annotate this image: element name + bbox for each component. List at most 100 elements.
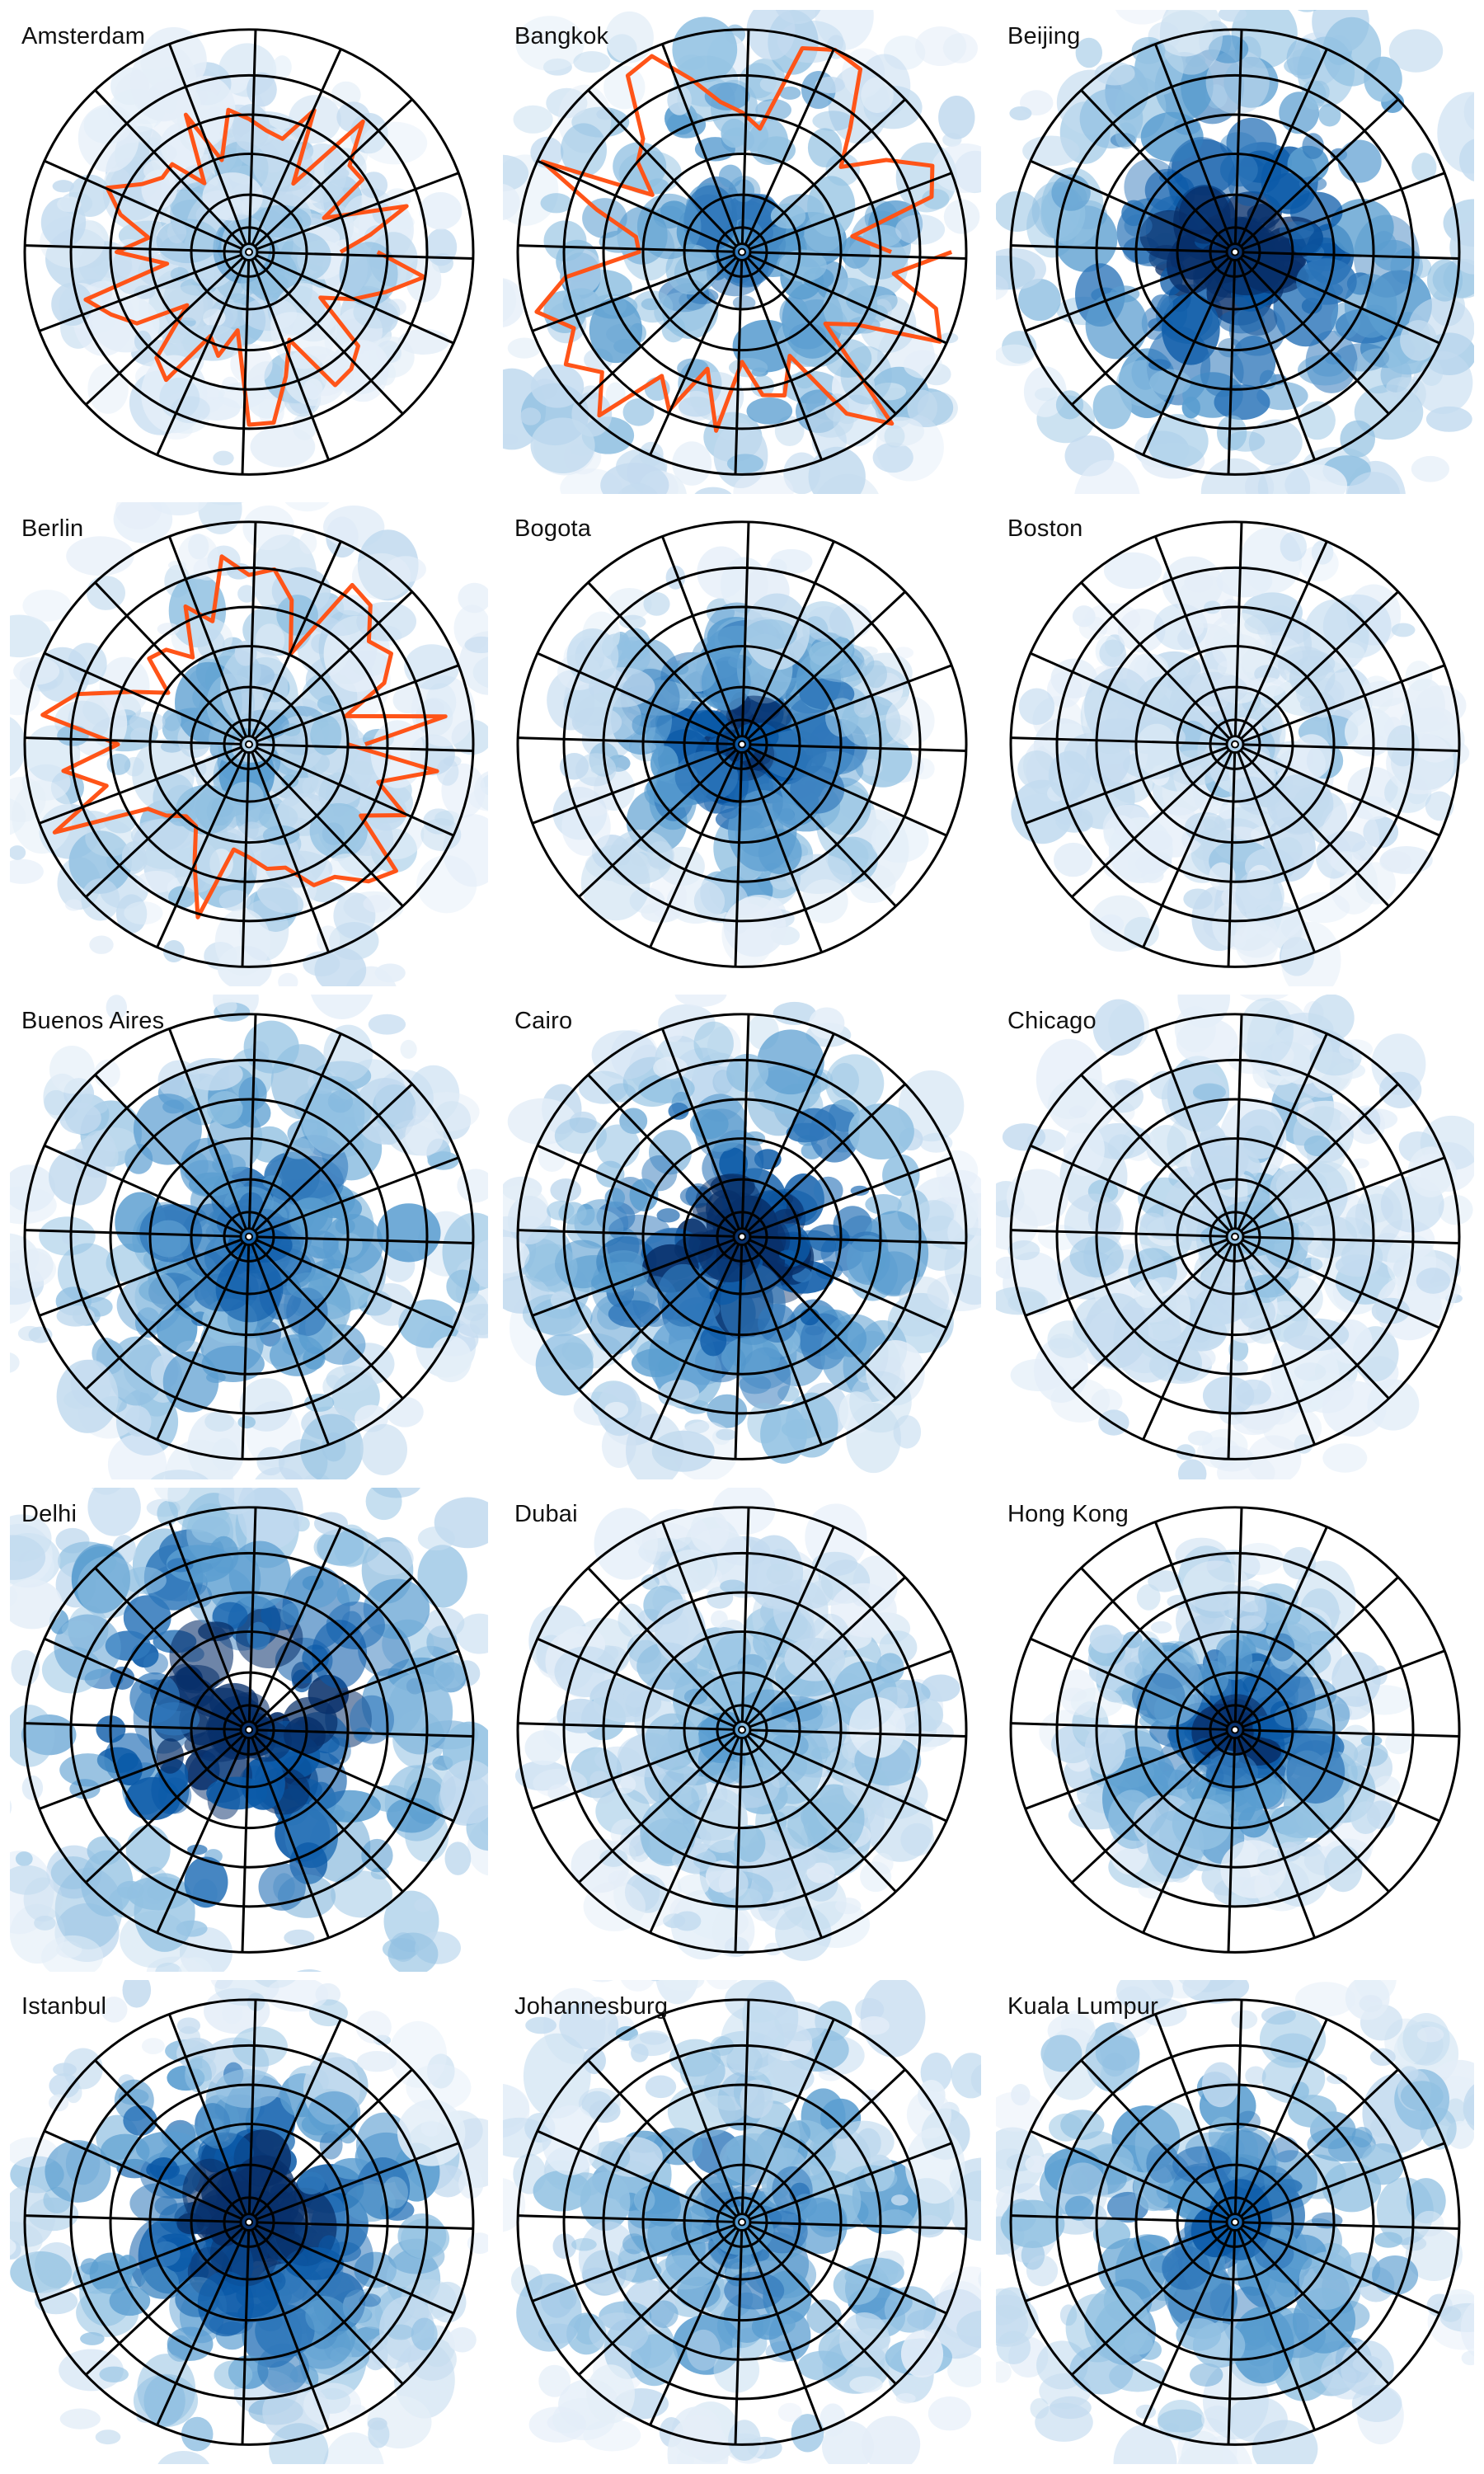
density-patch: [87, 363, 129, 414]
density-patch: [1023, 366, 1067, 417]
density-patch: [213, 450, 234, 466]
density-patch: [530, 417, 595, 473]
density-patch: [721, 1337, 781, 1379]
density-patch: [779, 86, 801, 100]
sector-line: [578, 1241, 737, 1391]
density-patch: [797, 2350, 849, 2381]
density-patch: [695, 710, 729, 737]
density-patch: [776, 1848, 817, 1871]
density-patch: [242, 506, 295, 551]
density-patch: [1283, 1318, 1350, 1352]
sector-line: [532, 1731, 735, 1810]
density-patch: [149, 502, 208, 516]
density-patch: [122, 1979, 152, 2008]
density-patch: [876, 2208, 913, 2232]
density-patch: [1426, 259, 1463, 302]
density-patch: [1074, 459, 1140, 495]
density-patch: [1388, 29, 1444, 73]
ring-line: [69, 2044, 429, 2401]
density-patch: [809, 640, 844, 667]
sector-line: [1011, 1721, 1228, 1731]
density-patch: [270, 1334, 325, 1377]
density-patch: [841, 234, 871, 269]
density-patch: [862, 2089, 881, 2105]
density-patch: [65, 899, 82, 911]
density-patch: [189, 1172, 237, 1197]
sector-line: [251, 1526, 342, 1723]
sector-line: [251, 2229, 331, 2431]
density-patch: [49, 2072, 80, 2099]
density-patch: [406, 2063, 472, 2111]
sector-line: [39, 1239, 242, 1318]
sector-line: [1071, 1241, 1230, 1391]
sector-line: [1242, 1156, 1445, 1235]
density-patch: [303, 379, 323, 400]
sector-line: [1071, 1733, 1230, 1884]
sector-line: [537, 1145, 735, 1235]
density-patch: [360, 1424, 407, 1476]
density-patch: [469, 1239, 488, 1289]
density-patch: [679, 2050, 726, 2091]
density-patch: [1391, 623, 1416, 637]
density-layer: [1039, 1537, 1413, 1912]
density-patch: [1177, 2442, 1239, 2464]
sector-line: [156, 751, 247, 948]
sector-line: [94, 89, 245, 247]
density-patch: [430, 1336, 472, 1383]
density-patch: [1234, 1542, 1284, 1575]
sector-line: [740, 1014, 750, 1230]
density-patch: [620, 1979, 655, 1992]
density-patch: [726, 454, 764, 473]
density-patch: [59, 1103, 101, 1135]
density-patch: [732, 295, 756, 311]
density-patch: [1047, 1320, 1090, 1359]
sector-line: [749, 1156, 952, 1235]
density-patch: [10, 2237, 16, 2256]
sector-line: [1153, 536, 1233, 738]
density-patch: [530, 1298, 593, 1337]
density-patch: [718, 164, 743, 188]
density-patch: [1352, 2355, 1383, 2373]
sector-line: [744, 541, 835, 738]
density-patch: [1247, 677, 1286, 698]
density-patch: [1124, 916, 1159, 949]
sector-line: [749, 664, 952, 743]
sector-line: [587, 1566, 738, 1724]
sector-line: [1237, 2229, 1317, 2431]
sector-line: [518, 1721, 735, 1731]
density-patch: [906, 2090, 952, 2139]
sector-line: [253, 2227, 404, 2385]
density-patch: [250, 426, 316, 468]
density-patch: [1318, 103, 1341, 127]
density-patch: [848, 1103, 914, 1160]
ring-line: [602, 113, 882, 391]
sector-line: [747, 1083, 906, 1233]
sector-line: [251, 2018, 342, 2215]
density-patch: [1006, 1169, 1068, 1227]
density-patch: [1239, 995, 1289, 1002]
density-patch: [1257, 462, 1311, 495]
ring-line: [641, 153, 843, 352]
sector-line: [167, 2013, 247, 2215]
sector-line: [1242, 172, 1445, 251]
density-patch: [10, 2137, 59, 2168]
density-patch: [1226, 935, 1247, 950]
density-patch: [849, 2257, 904, 2288]
density-patch: [711, 1610, 728, 1628]
sector-line: [1237, 541, 1328, 738]
density-patch: [643, 592, 670, 616]
density-patch: [10, 1799, 12, 1814]
density-patch: [608, 830, 673, 885]
density-patch: [884, 425, 905, 448]
density-patch: [809, 1007, 845, 1040]
density-patch: [411, 2317, 438, 2350]
ring-line: [1134, 2122, 1336, 2321]
sector-line: [1237, 1736, 1317, 1938]
ring-line: [148, 153, 350, 352]
density-patch: [1400, 2080, 1444, 2111]
density-patch: [810, 1613, 850, 1659]
density-patch: [1337, 139, 1382, 183]
sector-line: [254, 1576, 413, 1725]
density-patch: [1018, 688, 1055, 726]
sector-line: [241, 1738, 251, 1952]
